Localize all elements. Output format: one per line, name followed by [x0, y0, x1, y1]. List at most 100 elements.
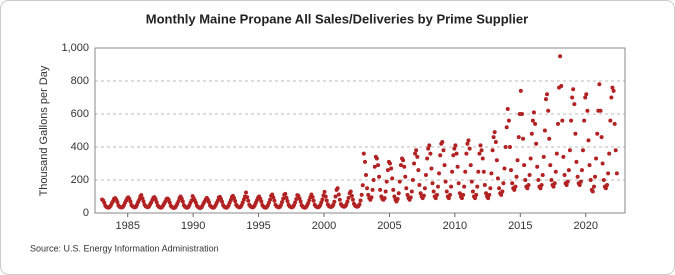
point — [512, 187, 517, 192]
point — [599, 135, 604, 140]
point — [462, 184, 467, 189]
point — [362, 159, 367, 164]
source: Source: U.S. Energy Information Administ… — [30, 243, 219, 253]
point — [590, 189, 595, 194]
point — [468, 163, 473, 168]
point — [561, 154, 566, 159]
point — [382, 196, 387, 201]
x-tick-label: 2000 — [312, 220, 336, 232]
point — [335, 186, 340, 191]
point — [425, 156, 430, 161]
point — [571, 87, 576, 92]
point — [611, 88, 616, 93]
point — [246, 198, 251, 203]
point — [610, 85, 615, 90]
point — [444, 189, 449, 194]
point — [412, 161, 417, 166]
point — [385, 168, 390, 173]
point — [536, 178, 541, 182]
point — [494, 158, 499, 163]
point — [526, 182, 531, 187]
point — [486, 196, 491, 201]
point — [449, 184, 454, 189]
point — [310, 195, 315, 200]
point — [426, 146, 431, 151]
point — [565, 179, 570, 184]
point — [530, 118, 535, 123]
point — [479, 148, 484, 153]
point — [320, 197, 325, 202]
point — [567, 148, 572, 153]
point — [280, 200, 285, 205]
point — [453, 143, 458, 148]
point — [510, 181, 515, 186]
point — [220, 199, 225, 204]
point — [395, 196, 400, 201]
point — [427, 143, 432, 148]
point — [606, 171, 611, 176]
point — [546, 108, 551, 113]
point — [542, 128, 547, 133]
point — [298, 199, 303, 204]
point — [293, 200, 298, 205]
point — [410, 178, 415, 182]
point — [374, 156, 379, 161]
point — [594, 156, 599, 161]
x-tick-label: 1985 — [115, 220, 139, 232]
point — [548, 163, 553, 168]
point — [523, 178, 528, 182]
point — [376, 163, 381, 168]
point — [491, 135, 496, 140]
point — [579, 168, 584, 173]
point — [520, 112, 525, 116]
point — [570, 95, 575, 100]
point — [505, 107, 510, 112]
point — [465, 141, 470, 146]
point — [528, 156, 533, 161]
point — [417, 182, 422, 187]
point — [348, 189, 353, 194]
point — [595, 131, 600, 136]
point — [575, 174, 580, 179]
point — [521, 136, 526, 141]
point — [470, 189, 475, 194]
point — [323, 194, 328, 199]
point — [464, 151, 469, 156]
point — [488, 186, 493, 191]
point — [553, 169, 558, 174]
point — [244, 190, 249, 195]
point — [558, 54, 563, 59]
point — [600, 161, 605, 166]
point — [502, 166, 507, 171]
point — [480, 156, 485, 161]
point — [370, 187, 375, 192]
y-tick-label: 200 — [71, 174, 89, 186]
point — [360, 183, 365, 188]
y-tick-label: 600 — [71, 108, 89, 120]
point — [441, 148, 446, 153]
point — [377, 174, 382, 179]
point — [527, 173, 532, 178]
point — [466, 138, 471, 143]
point — [452, 146, 457, 151]
point — [358, 198, 363, 203]
x-tick-label: 2005 — [377, 220, 401, 232]
point — [495, 176, 500, 181]
point — [383, 189, 388, 194]
point — [549, 178, 554, 182]
point — [507, 145, 512, 149]
point — [612, 121, 617, 126]
point — [473, 196, 478, 201]
point — [492, 130, 497, 135]
point — [283, 191, 288, 196]
point — [446, 196, 451, 201]
point — [115, 200, 120, 205]
point — [346, 195, 351, 200]
point — [433, 196, 438, 201]
chart-title: Monthly Maine Propane All Sales/Deliveri… — [146, 11, 528, 26]
y-tick-label: 0 — [83, 207, 89, 219]
point — [543, 97, 548, 102]
point — [437, 171, 442, 176]
point — [591, 184, 596, 189]
point — [603, 186, 608, 191]
